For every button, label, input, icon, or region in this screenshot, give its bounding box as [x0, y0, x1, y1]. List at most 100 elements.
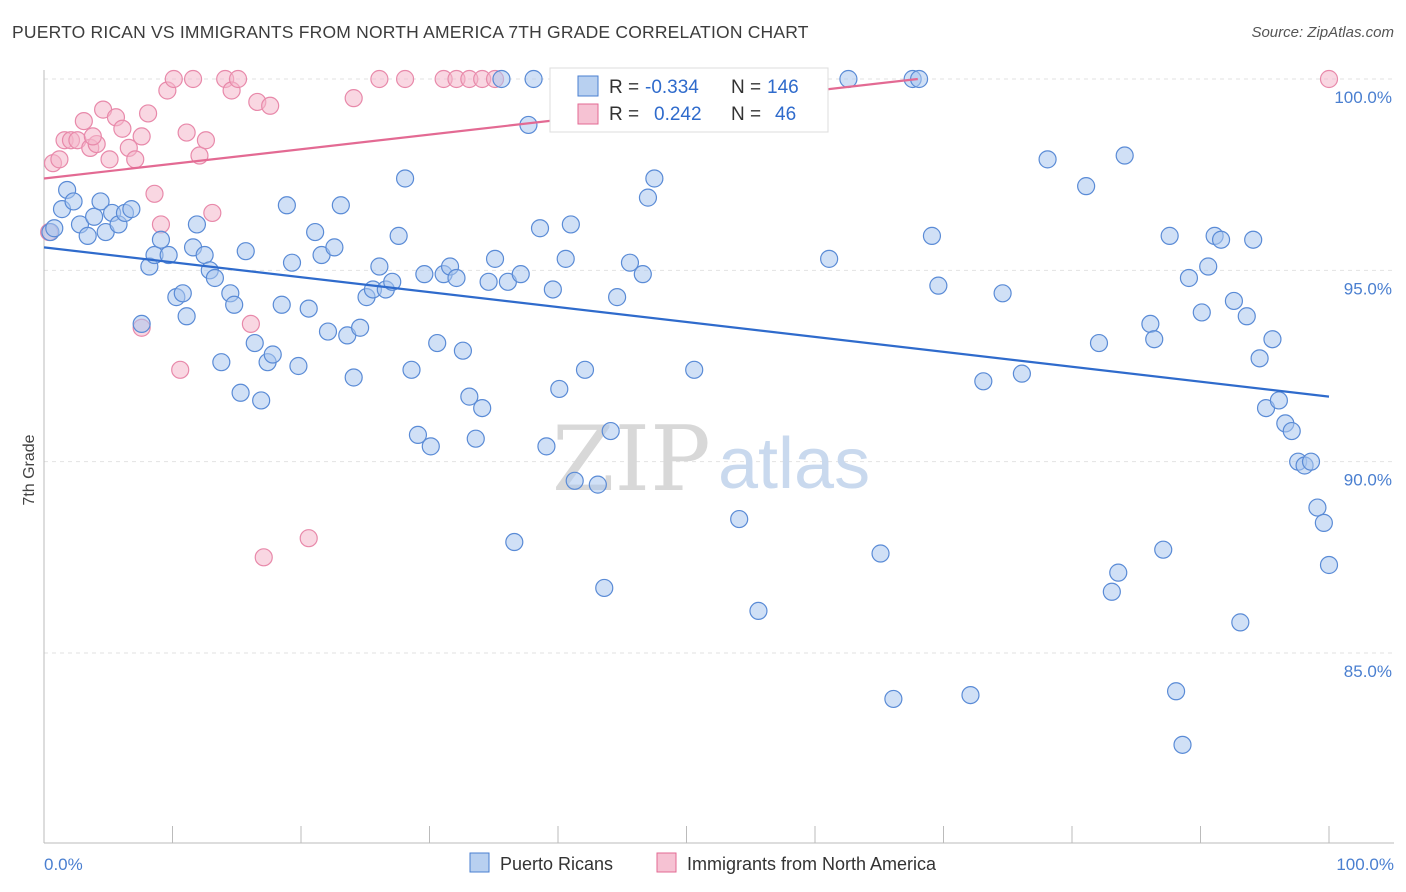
legend-r-value: 0.242: [654, 104, 702, 125]
puerto-rican-point: [638, 188, 658, 207]
puerto-rican-point: [1160, 226, 1179, 245]
puerto-rican-point: [1109, 563, 1128, 582]
puerto-rican-point: [466, 429, 485, 448]
puerto-rican-point: [645, 169, 664, 188]
puerto-rican-point: [389, 226, 408, 245]
puerto-rican-point: [565, 471, 584, 490]
puerto-rican-point: [530, 219, 550, 238]
puerto-rican-point: [383, 272, 402, 291]
y-tick-label: 90.0%: [1344, 471, 1392, 490]
puerto-rican-point: [252, 391, 271, 410]
puerto-rican-point: [212, 353, 231, 372]
legend-label-puerto-ricans: Puerto Ricans: [500, 854, 613, 874]
puerto-rican-point: [263, 345, 282, 364]
immigrant-point: [50, 150, 69, 169]
immigrant-point: [177, 123, 196, 142]
puerto-rican-point: [1077, 177, 1096, 196]
puerto-rican-point: [537, 437, 556, 456]
puerto-rican-point: [749, 601, 768, 621]
puerto-rican-point: [1211, 230, 1231, 249]
puerto-rican-point: [344, 368, 363, 387]
puerto-rican-point: [453, 341, 473, 360]
puerto-rican-point: [64, 192, 83, 211]
puerto-rican-point: [922, 226, 942, 245]
legend-swatch-pink: [577, 103, 599, 125]
immigrant-point: [132, 127, 151, 146]
puerto-rican-point: [415, 265, 434, 284]
puerto-rican-point: [473, 398, 492, 418]
puerto-rican-point: [1192, 303, 1211, 322]
legend-n-value: 46: [775, 104, 796, 125]
puerto-rican-point: [272, 295, 291, 314]
puerto-rican-point: [1141, 314, 1160, 334]
x-tick-label-max: 100.0%: [1336, 855, 1394, 874]
puerto-rican-point: [408, 425, 428, 444]
puerto-rican-point: [1269, 391, 1288, 410]
puerto-rican-point: [1102, 582, 1121, 601]
immigrant-point: [299, 529, 318, 548]
puerto-rican-point: [601, 421, 620, 441]
puerto-rican-point: [289, 356, 308, 376]
puerto-rican-point: [595, 578, 614, 598]
puerto-rican-point: [1319, 555, 1339, 575]
y-tick-label: 85.0%: [1344, 662, 1392, 681]
puerto-rican-point: [871, 544, 890, 563]
puerto-rican-point: [1237, 307, 1256, 326]
puerto-rican-point: [277, 196, 296, 215]
x-axis-ticks: [43, 826, 1330, 843]
puerto-rican-point: [1301, 452, 1321, 471]
immigrant-point: [370, 69, 389, 89]
puerto-rican-point: [395, 169, 415, 188]
legend-swatch-puerto-ricans: [469, 852, 490, 873]
immigrant-point: [395, 69, 415, 89]
immigrant-point: [126, 150, 145, 169]
puerto-rican-point: [151, 230, 171, 249]
puerto-rican-point: [1179, 268, 1199, 288]
puerto-rican-point: [85, 207, 104, 226]
x-tick-label-min: 0.0%: [44, 855, 83, 874]
puerto-rican-point: [187, 215, 207, 234]
puerto-rican-point: [884, 689, 903, 709]
puerto-rican-point: [543, 280, 562, 299]
puerto-rican-point: [556, 249, 575, 268]
puerto-rican-point: [1263, 330, 1282, 349]
puerto-rican-point: [479, 272, 498, 291]
legend-r-value: -0.334: [645, 77, 699, 98]
puerto-rican-point: [820, 249, 839, 268]
puerto-rican-point: [511, 265, 530, 284]
immigrant-point: [151, 215, 171, 234]
legend-r-label: R =: [609, 104, 639, 125]
immigrant-point: [1319, 69, 1339, 89]
puerto-rican-point: [1166, 682, 1186, 701]
puerto-rican-point: [45, 219, 64, 238]
immigrant-point: [254, 548, 273, 567]
puerto-rican-point: [974, 372, 993, 391]
puerto-rican-point: [993, 284, 1012, 303]
puerto-rican-point: [929, 276, 948, 295]
puerto-rican-point: [306, 222, 325, 242]
puerto-rican-point: [122, 200, 141, 219]
puerto-rican-point: [961, 685, 980, 705]
immigrant-point: [100, 150, 119, 169]
puerto-rican-point: [839, 69, 858, 89]
immigrant-point: [113, 119, 132, 138]
puerto-rican-point: [231, 383, 250, 402]
puerto-rican-point: [485, 249, 505, 268]
immigrant-point: [183, 69, 203, 89]
puerto-rican-point: [177, 307, 196, 326]
puerto-rican-point: [159, 245, 178, 265]
y-tick-label: 95.0%: [1344, 279, 1392, 298]
y-axis-label: 7th Grade: [21, 434, 38, 505]
puerto-rican-point: [325, 238, 344, 257]
source-label: Source: ZipAtlas.com: [1251, 24, 1394, 41]
puerto-rican-point: [1199, 257, 1218, 276]
legend-label-immigrants: Immigrants from North America: [687, 854, 937, 874]
puerto-rican-point: [1244, 230, 1263, 249]
puerto-rican-point: [1314, 513, 1333, 532]
immigrant-point: [196, 131, 216, 150]
watermark-atlas: atlas: [718, 424, 870, 504]
puerto-rican-point: [331, 196, 350, 215]
y-tick-label: 100.0%: [1334, 88, 1392, 107]
puerto-rican-point: [1145, 330, 1164, 349]
